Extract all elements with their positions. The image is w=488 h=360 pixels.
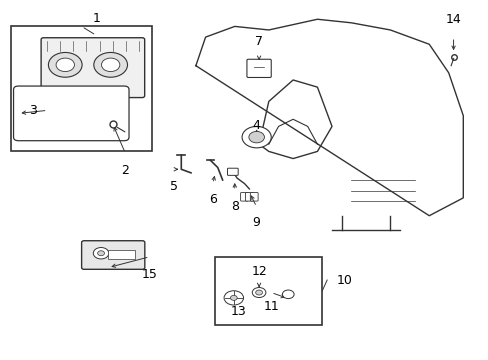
FancyBboxPatch shape [246,59,271,77]
Circle shape [242,126,271,148]
Text: 15: 15 [142,267,157,280]
FancyBboxPatch shape [81,241,144,269]
Text: 13: 13 [230,305,245,318]
Text: 6: 6 [208,193,216,206]
Text: 8: 8 [230,200,238,213]
Circle shape [282,290,293,298]
Circle shape [224,291,243,305]
Bar [108,249,135,258]
Bar [215,257,322,325]
Circle shape [93,248,109,259]
Circle shape [102,58,120,72]
Circle shape [248,131,264,143]
FancyBboxPatch shape [240,193,248,201]
Circle shape [252,288,265,297]
Circle shape [230,296,237,300]
Circle shape [48,53,82,77]
Text: 10: 10 [336,274,352,287]
Circle shape [255,290,262,295]
FancyBboxPatch shape [245,193,253,201]
FancyBboxPatch shape [41,38,144,98]
Text: 7: 7 [255,35,263,48]
FancyBboxPatch shape [250,193,258,201]
Text: 5: 5 [170,180,178,193]
Circle shape [56,58,74,72]
Text: 14: 14 [445,13,461,26]
Text: 9: 9 [252,216,260,229]
Circle shape [98,251,104,256]
Text: 3: 3 [29,104,37,117]
FancyBboxPatch shape [227,168,238,175]
Circle shape [94,53,127,77]
Text: 12: 12 [251,265,266,278]
Text: 4: 4 [252,119,260,132]
Bar [11,26,152,152]
Text: 2: 2 [121,164,129,177]
FancyBboxPatch shape [14,86,129,141]
Text: 11: 11 [263,300,279,313]
Text: 1: 1 [92,12,100,24]
